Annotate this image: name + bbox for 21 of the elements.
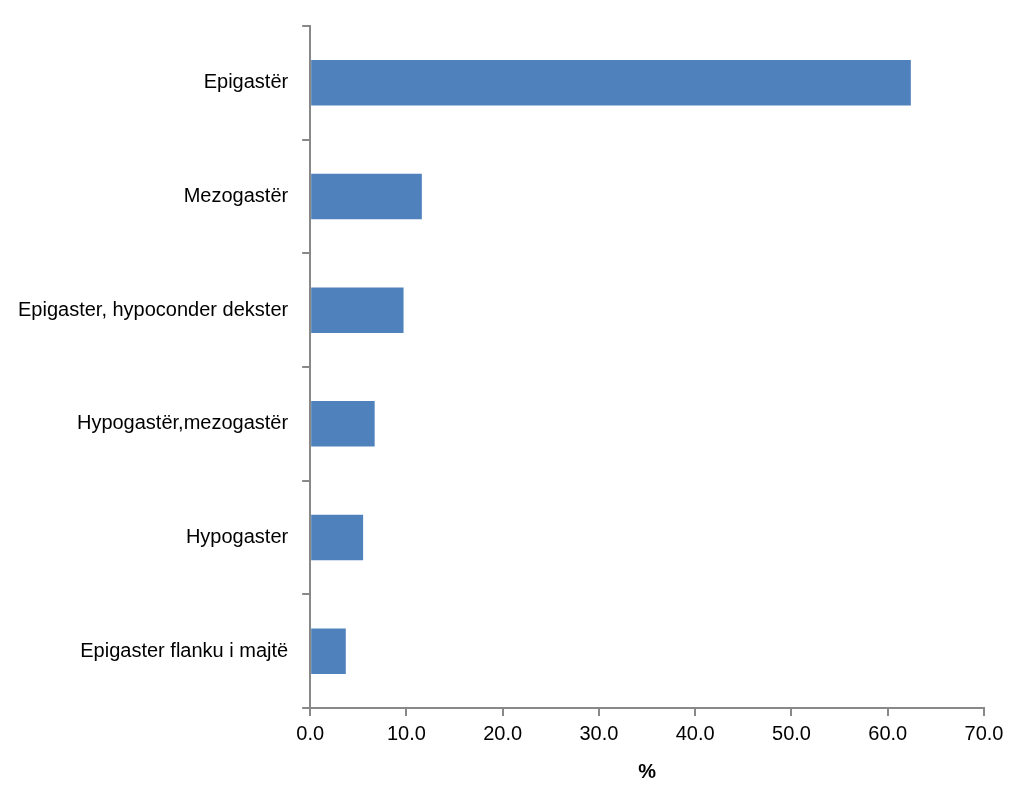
y-tick-label: Epigaster flanku i majtë bbox=[80, 638, 289, 661]
x-tick-label: 0.0 bbox=[296, 721, 325, 744]
y-tick-label: Epigaster, hypoconder dekster bbox=[17, 297, 289, 320]
bar bbox=[311, 287, 404, 333]
x-tick-label: 10.0 bbox=[386, 721, 426, 744]
y-tick-label: Mezogastër bbox=[183, 184, 289, 207]
x-axis-title: % bbox=[638, 759, 657, 782]
x-tick-label: 30.0 bbox=[579, 721, 619, 744]
y-tick-label: Epigastër bbox=[203, 70, 289, 93]
x-tick-label: 20.0 bbox=[483, 721, 523, 744]
x-tick-label: 70.0 bbox=[964, 721, 1004, 744]
x-tick-label: 40.0 bbox=[675, 721, 715, 744]
bar bbox=[311, 628, 346, 674]
x-tick-label: 60.0 bbox=[868, 721, 908, 744]
bar bbox=[311, 173, 422, 220]
y-tick-label: Hypogastër,mezogastër bbox=[76, 411, 289, 434]
bar bbox=[311, 60, 911, 106]
bar bbox=[311, 401, 375, 447]
y-tick-label: Hypogaster bbox=[185, 525, 289, 548]
bar bbox=[311, 514, 364, 561]
x-tick-label: 50.0 bbox=[772, 721, 811, 744]
